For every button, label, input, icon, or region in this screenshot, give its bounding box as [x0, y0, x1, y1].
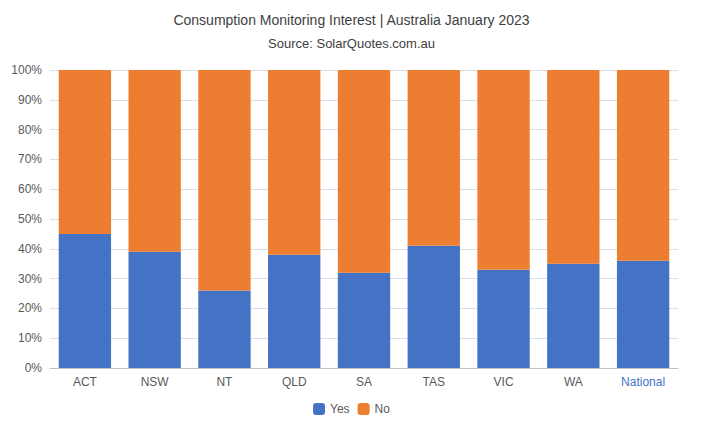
svg-text:20%: 20%	[18, 301, 42, 315]
svg-text:SA: SA	[356, 375, 372, 389]
svg-text:60%: 60%	[18, 182, 42, 196]
svg-text:30%: 30%	[18, 272, 42, 286]
svg-text:National: National	[621, 375, 665, 389]
svg-text:10%: 10%	[18, 331, 42, 345]
svg-text:Consumption Monitoring Interes: Consumption Monitoring Interest | Austra…	[173, 12, 529, 28]
svg-text:NT: NT	[216, 375, 233, 389]
svg-text:ACT: ACT	[73, 375, 98, 389]
svg-text:70%: 70%	[18, 152, 42, 166]
svg-text:50%: 50%	[18, 212, 42, 226]
svg-text:WA: WA	[564, 375, 583, 389]
svg-text:100%: 100%	[11, 63, 42, 77]
svg-text:90%: 90%	[18, 93, 42, 107]
svg-text:40%: 40%	[18, 242, 42, 256]
svg-text:QLD: QLD	[282, 375, 307, 389]
svg-text:TAS: TAS	[423, 375, 445, 389]
svg-text:80%: 80%	[18, 123, 42, 137]
svg-text:Source: SolarQuotes.com.au: Source: SolarQuotes.com.au	[268, 36, 435, 51]
svg-text:0%: 0%	[25, 361, 43, 375]
svg-text:Yes: Yes	[330, 402, 350, 416]
svg-text:VIC: VIC	[494, 375, 514, 389]
svg-text:No: No	[375, 402, 391, 416]
svg-text:NSW: NSW	[141, 375, 170, 389]
